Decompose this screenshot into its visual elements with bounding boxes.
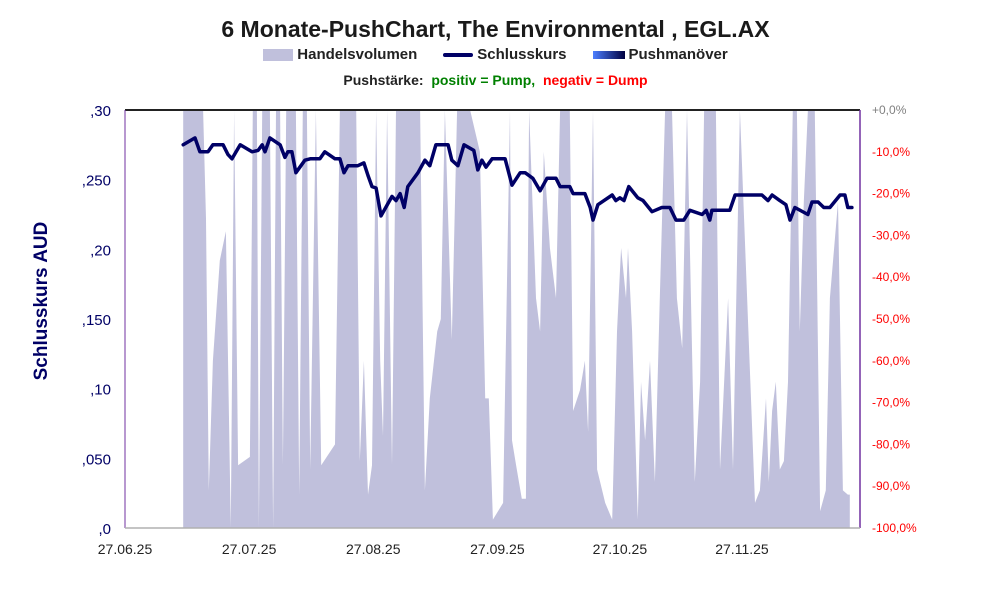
x-tick-label: 27.11.25 [715,541,769,557]
y-tick-label: ,250 [82,173,111,190]
legend-label-push: Pushmanöver [628,46,728,63]
y2-tick-label: -70,0% [872,396,910,410]
y-tick-label: ,0 [98,521,111,538]
legend-label-price: Schlusskurs [477,46,567,63]
y2-tick-label: -10,0% [872,145,910,159]
legend-item-price: Schlusskurs [443,46,567,63]
y2-tick-label: -20,0% [872,187,910,201]
push-positive: positiv = Pump, [431,72,536,88]
y2-tick-label: -40,0% [872,270,910,284]
y2-tick-label: -30,0% [872,228,910,242]
y-tick-label: ,20 [90,242,111,259]
y2-tick-label: -80,0% [872,437,910,451]
y2-tick-label: -90,0% [872,479,910,493]
volume-area [183,110,850,528]
legend-swatch-price [443,52,474,57]
y2-tick-label: +0,0% [872,103,907,117]
y2-tick-label: -60,0% [872,354,910,368]
legend: Handelsvolumen Schlusskurs Pushmanöver [0,46,991,63]
chart-title: 6 Monate-PushChart, The Environmental , … [221,16,770,42]
y-tick-label: ,10 [90,382,111,399]
x-tick-label: 27.10.25 [593,541,648,557]
price-line [181,136,854,222]
push-prefix: Pushstärke: [343,72,424,88]
y2-tick-label: -50,0% [872,312,910,326]
y-tick-label: ,150 [82,312,111,329]
x-tick-label: 27.06.25 [98,541,153,557]
y-tick-label: ,30 [90,103,111,120]
legend-item-push: Pushmanöver [592,46,728,63]
x-tick-label: 27.07.25 [222,541,277,557]
push-negative: negativ = Dump [542,72,648,88]
legend-swatch-volume [263,48,294,61]
x-tick-label: 27.08.25 [346,541,401,557]
y-tick-label: ,050 [82,451,111,468]
x-tick-label: 27.09.25 [470,541,525,557]
push-strength-note: Pushstärke: positiv = Pump, negativ = Du… [0,72,991,88]
legend-swatch-push [592,50,625,59]
y2-tick-label: -100,0% [872,521,917,535]
legend-item-volume: Handelsvolumen [263,46,417,63]
legend-label-volume: Handelsvolumen [297,46,418,63]
